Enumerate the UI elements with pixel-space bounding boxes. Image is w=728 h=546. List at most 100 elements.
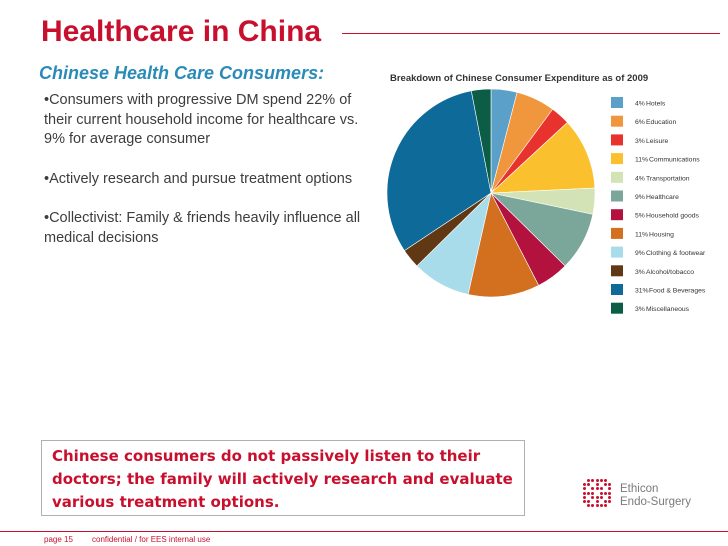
logo-dot: [587, 479, 591, 482]
logo-dot: [608, 491, 612, 495]
legend-swatch: [611, 246, 623, 258]
logo-dot: [595, 487, 599, 491]
legend-value: 5%: [635, 213, 645, 220]
legend-item: 3% Leisure: [611, 134, 669, 146]
pie-slice-miscellaneous: [470, 88, 492, 194]
logo-text: Ethicon Endo-Surgery: [620, 483, 691, 509]
pie-slice-food-beverages: [386, 90, 492, 252]
slide-title: Healthcare in China: [41, 15, 322, 48]
callout-box: [41, 440, 525, 516]
legend-label: Healthcare: [646, 194, 679, 201]
slide-subtitle: Chinese Health Care Consumers:: [39, 63, 325, 83]
logo-dot: [604, 479, 607, 482]
logo-dot: [599, 504, 603, 508]
legend-swatch: [611, 284, 623, 295]
logo-dot: [608, 495, 612, 499]
legend-value: 9%: [635, 250, 645, 257]
legend-swatch: [611, 227, 623, 239]
legend-swatch: [611, 115, 623, 127]
page-number: page 15: [44, 535, 73, 544]
logo-line-1: Ethicon: [620, 483, 659, 495]
legend-label: Household goods: [646, 213, 700, 220]
legend-swatch: [611, 134, 623, 146]
logo-dot: [595, 479, 599, 482]
legend-value: 4%: [635, 101, 645, 108]
logo-dot: [591, 495, 595, 499]
legend-swatch: [611, 265, 623, 277]
legend-value: 31%: [635, 288, 649, 295]
legend-value: 3%: [635, 269, 645, 276]
logo-dot: [591, 479, 595, 482]
legend-value: 11%: [635, 157, 648, 164]
logo-dot: [583, 491, 586, 495]
legend-label: Miscellaneous: [646, 306, 690, 313]
bullet-item: •Actively research and pursue treatment …: [44, 170, 353, 187]
logo-dot: [583, 500, 586, 503]
logo-dot: [608, 483, 612, 487]
legend-swatch: [611, 209, 623, 221]
confidential-note: confidential / for EES internal use: [92, 535, 211, 544]
bullet-item: •Collectivist: Family & friends heavily …: [44, 210, 361, 246]
legend-label: Alcohol/tobacco: [646, 269, 694, 276]
legend-label: Housing: [649, 231, 674, 238]
bullet-list: •Consumers with progressive DM spend 22%…: [44, 91, 364, 268]
legend-item: 4% Hotels: [611, 97, 666, 108]
logo-dot: [599, 491, 603, 495]
logo-dot: [595, 483, 599, 487]
pie-slice-communications: [490, 122, 596, 194]
logo-line-2: Endo-Surgery: [620, 496, 691, 508]
logo-dot: [599, 495, 603, 499]
logo-dot: [595, 495, 599, 499]
title-rule: [342, 33, 720, 34]
legend-label: Communications: [649, 157, 700, 164]
legend-swatch: [611, 302, 623, 314]
callout-text: Chinese consumers do not passively liste…: [52, 447, 513, 511]
logo-dot: [604, 483, 607, 487]
legend-item: 9% Clothing & footwear: [611, 246, 706, 258]
logo-dot: [591, 504, 595, 508]
legend-item: 31% Food & Beverages: [611, 284, 706, 295]
logo-dot: [587, 504, 591, 508]
legend-label: Hotels: [646, 101, 666, 108]
legend-item: 5% Household goods: [611, 209, 700, 221]
logo-dot: [583, 487, 586, 491]
logo-dot: [595, 504, 599, 508]
legend-item: 3% Alcohol/tobacco: [611, 265, 694, 277]
logo-dot: [595, 500, 599, 503]
ethicon-logo-icon: [583, 479, 613, 509]
legend-value: 3%: [635, 306, 645, 313]
legend-item: 6% Education: [611, 115, 676, 127]
logo-dot: [587, 483, 591, 487]
logo-dot: [583, 483, 586, 487]
logo-dot: [587, 500, 591, 503]
logo-dot: [608, 487, 612, 491]
legend-item: 11% Communications: [611, 153, 700, 165]
legend-swatch: [611, 171, 623, 183]
bullet-item: •Consumers with progressive DM spend 22%…: [44, 92, 359, 147]
legend-swatch: [611, 97, 623, 108]
legend-item: 4% Transportation: [611, 171, 690, 183]
logo-dot: [604, 500, 607, 503]
legend-label: Clothing & footwear: [646, 250, 706, 257]
legend-label: Leisure: [646, 138, 669, 145]
legend-swatch: [611, 190, 623, 202]
legend-value: 9%: [635, 194, 645, 201]
pie-slice-housing: [467, 192, 540, 298]
logo-dot: [604, 491, 607, 495]
chart-title: Breakdown of Chinese Consumer Expenditur…: [390, 73, 649, 84]
legend-value: 3%: [635, 138, 645, 145]
legend-label: Education: [646, 119, 676, 126]
logo-dot: [587, 491, 591, 495]
logo-dot: [599, 479, 603, 482]
logo-dot: [608, 500, 612, 503]
logo-dot: [583, 495, 586, 499]
legend-item: 9% Healthcare: [611, 190, 679, 202]
legend-value: 11%: [635, 231, 648, 238]
legend-label: Food & Beverages: [649, 288, 706, 295]
legend-swatch: [611, 153, 623, 165]
legend-value: 4%: [635, 175, 645, 182]
legend-item: 11% Housing: [611, 227, 674, 239]
footer-rule: [0, 531, 728, 532]
legend-item: 3% Miscellaneous: [611, 302, 690, 314]
